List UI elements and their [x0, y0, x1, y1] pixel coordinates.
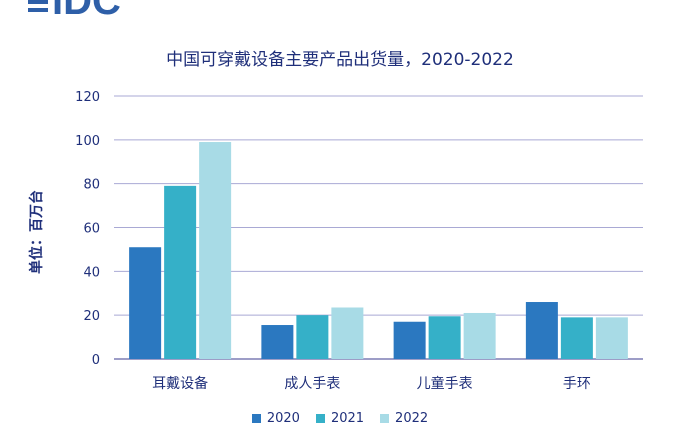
- y-tick-label: 100: [75, 134, 100, 149]
- y-tick-label: 40: [83, 265, 100, 280]
- x-tick-label: 手环: [563, 376, 591, 392]
- y-tick-label: 80: [83, 178, 100, 193]
- legend-item-2021: 2021: [315, 411, 365, 426]
- legend: 2020 2021 2022: [0, 411, 680, 426]
- bar: [199, 142, 232, 359]
- x-tick-label: 儿童手表: [417, 375, 473, 392]
- bar: [428, 316, 461, 359]
- logo-text: IDC: [52, 0, 121, 16]
- bar: [525, 302, 558, 359]
- bar: [393, 321, 426, 359]
- idc-logo: IDC: [28, 0, 168, 16]
- legend-item-2020: 2020: [251, 411, 300, 426]
- chart-title: 中国可穿戴设备主要产品出货量，2020-2022: [166, 50, 514, 70]
- legend-item-2022: 2022: [380, 411, 428, 426]
- x-tick-label: 耳戴设备: [152, 375, 208, 392]
- y-tick-label: 20: [83, 309, 100, 324]
- legend-label-2020: 2020: [266, 411, 300, 426]
- y-tick-label: 60: [83, 222, 100, 237]
- bar: [129, 247, 162, 359]
- bar: [296, 315, 329, 359]
- legend-label-2021: 2021: [330, 411, 365, 426]
- bar: [463, 312, 496, 359]
- bar: [595, 317, 628, 359]
- legend-swatch-2021: [315, 414, 325, 423]
- x-tick-label: 成人手表: [284, 376, 340, 392]
- bar: [331, 307, 364, 359]
- bar: [261, 325, 294, 359]
- bar: [560, 317, 593, 359]
- legend-swatch-2020: [251, 414, 261, 423]
- legend-label-2022: 2022: [395, 411, 429, 426]
- y-tick-label: 120: [75, 90, 100, 105]
- legend-swatch-2022: [380, 414, 390, 423]
- y-tick-label: 0: [92, 353, 100, 368]
- bar: [164, 185, 197, 359]
